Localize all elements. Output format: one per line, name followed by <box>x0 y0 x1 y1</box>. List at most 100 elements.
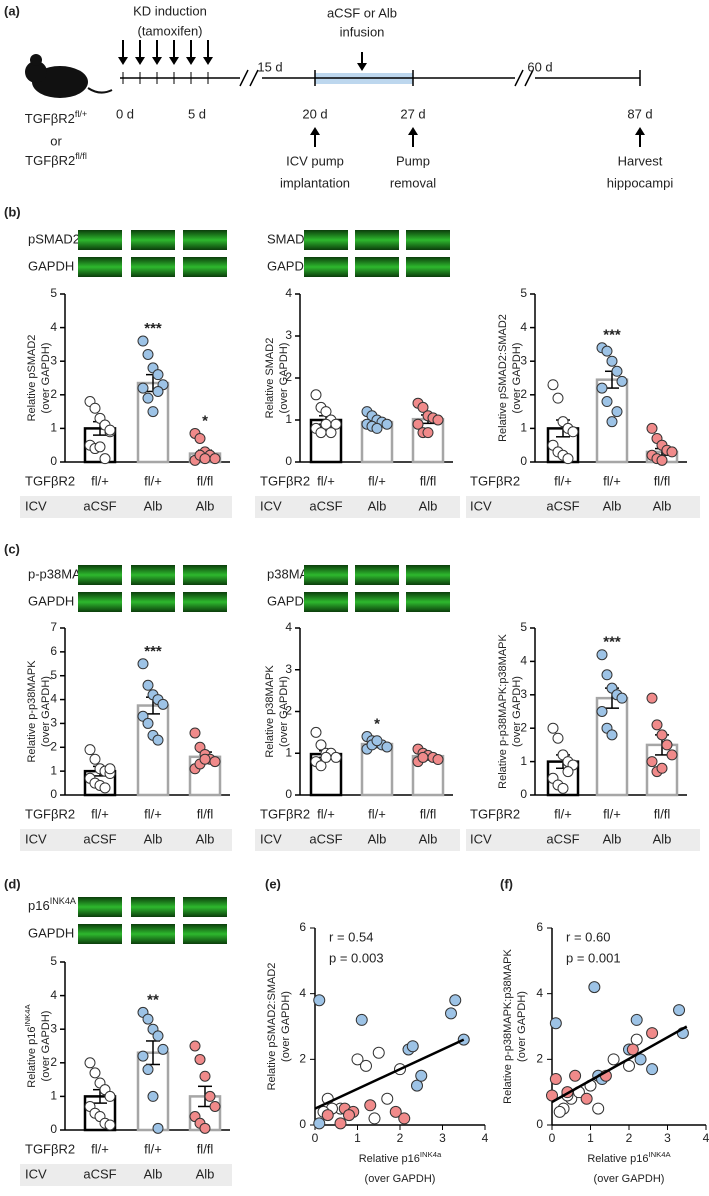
x-tick-label: Alb <box>368 498 387 513</box>
y-tick-label: 2 <box>285 370 292 384</box>
x-tick-label: Alb <box>653 831 672 846</box>
data-point <box>547 722 559 734</box>
data-point <box>104 1119 116 1131</box>
blot-band <box>406 565 450 585</box>
x-tick-label: fl/fl <box>197 473 214 488</box>
arrow-head <box>635 127 645 135</box>
data-point <box>209 453 221 465</box>
blot-band <box>78 257 122 277</box>
x-tick-label: Alb <box>419 831 438 846</box>
y-axis-label: (over GAPDH) <box>511 676 523 747</box>
x-tick-label: aCSF <box>546 498 579 513</box>
data-point <box>310 726 322 738</box>
y-tick-label: 3 <box>285 662 292 676</box>
y-axis-label: Relative pSMAD2 <box>26 335 38 422</box>
category-band <box>255 496 460 518</box>
data-point <box>445 1007 457 1020</box>
blot-label-sup: INK4A <box>50 896 77 906</box>
data-point <box>553 1105 566 1118</box>
strain-label: TGFβR2fl/fl <box>25 151 87 168</box>
blot-band <box>355 592 399 612</box>
y-tick-label: 4 <box>50 692 57 706</box>
x-tick-label: 4 <box>703 1131 709 1145</box>
data-point <box>411 1079 423 1092</box>
data-point <box>432 754 444 766</box>
data-point <box>569 1069 582 1082</box>
data-point <box>364 1099 377 1112</box>
event-label: implantation <box>280 175 350 190</box>
data-point <box>417 401 429 413</box>
infusion-label: aCSF or Alb <box>327 5 397 20</box>
data-point <box>412 418 424 430</box>
data-point <box>606 416 618 428</box>
gap-label: 15 d <box>257 59 282 74</box>
data-point <box>372 1046 385 1059</box>
data-point <box>646 422 658 434</box>
data-point <box>334 1117 347 1130</box>
panel-label: (f) <box>500 876 513 891</box>
data-point <box>104 424 116 436</box>
category-row-name: ICV <box>25 831 47 846</box>
y-tick-label: 3 <box>285 328 292 342</box>
data-point <box>189 1040 201 1052</box>
x-tick-label: 3 <box>664 1131 671 1145</box>
x-tick-label: fl/+ <box>144 473 162 488</box>
blot-band <box>183 592 227 612</box>
bar <box>360 742 394 797</box>
x-tick-label: Alb <box>196 831 215 846</box>
data-point <box>147 406 159 418</box>
category-row-name: TGFβR2 <box>260 473 310 488</box>
x-tick-label: fl/fl <box>420 473 437 488</box>
event-label: ICV pump <box>286 153 344 168</box>
day-label: 87 d <box>627 106 652 121</box>
y-tick-label: 2 <box>520 720 527 734</box>
y-tick-label: 3 <box>50 353 57 367</box>
category-row-name: TGFβR2 <box>470 806 520 821</box>
x-tick-label: Alb <box>144 1166 163 1181</box>
data-point <box>588 981 601 994</box>
data-point <box>415 1069 428 1082</box>
category-row-name: TGFβR2 <box>25 1141 75 1156</box>
blot-band <box>78 924 122 944</box>
y-tick-label: 0 <box>536 1117 543 1131</box>
significance-label: *** <box>603 634 621 651</box>
event-label: removal <box>390 175 436 190</box>
panel-label: (e) <box>265 876 281 891</box>
blot-band <box>304 230 348 250</box>
data-point <box>84 1057 96 1069</box>
strain-label-main: TGFβR2 <box>25 153 75 168</box>
data-point <box>616 692 628 704</box>
significance-label: *** <box>144 643 162 660</box>
y-tick-label: 6 <box>299 920 306 934</box>
data-point <box>194 1053 206 1065</box>
data-point <box>666 749 678 761</box>
category-row-name: ICV <box>470 831 492 846</box>
data-point <box>406 1040 419 1053</box>
blot-band <box>304 257 348 277</box>
day-label: 20 d <box>302 106 327 121</box>
blot-label: pSMAD2 <box>28 231 80 246</box>
data-point <box>199 1070 211 1082</box>
x-tick-label: fl/fl <box>654 806 671 821</box>
x-tick-label: Alb <box>196 1166 215 1181</box>
data-point <box>194 432 206 444</box>
data-point <box>152 734 164 746</box>
y-axis-label: (over GAPDH) <box>280 991 292 1062</box>
data-point <box>557 782 569 794</box>
data-point <box>646 1063 659 1076</box>
y-tick-label: 1 <box>520 421 527 435</box>
data-point <box>626 1043 639 1056</box>
infusion-label: infusion <box>340 24 385 39</box>
x-tick-label: fl/fl <box>654 473 671 488</box>
data-point <box>137 1050 149 1062</box>
category-row-name: TGFβR2 <box>25 806 75 821</box>
blot-band <box>78 565 122 585</box>
data-point <box>607 1053 620 1066</box>
data-point <box>152 369 164 381</box>
x-tick-label: 3 <box>439 1131 446 1145</box>
y-tick-label: 2 <box>50 1055 57 1069</box>
data-point <box>368 1112 381 1125</box>
data-point <box>417 751 429 763</box>
blot-band <box>183 924 227 944</box>
